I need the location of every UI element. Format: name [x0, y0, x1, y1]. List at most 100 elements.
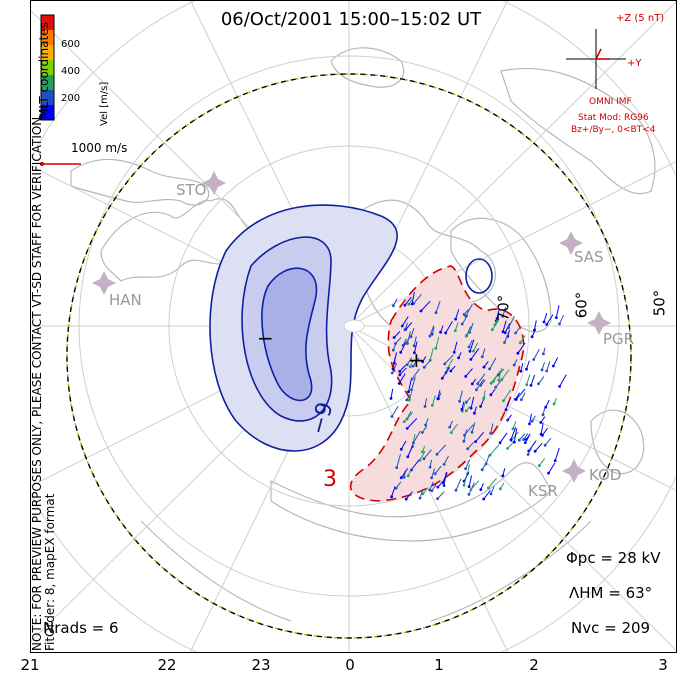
velocity-vector	[530, 374, 535, 386]
velocity-vector	[413, 341, 418, 353]
velocity-vector	[423, 449, 432, 460]
velocity-vector	[400, 343, 406, 353]
colorbar-tick-600: 600	[61, 39, 81, 50]
velocity-vector	[483, 390, 486, 399]
velocity-vector	[468, 475, 473, 487]
velocity-vector	[392, 298, 398, 306]
velocity-vector	[503, 389, 512, 402]
velocity-vector	[548, 462, 556, 474]
map-frame: 06/Oct/2001 15:00–15:02 UT NOTE: FOR PRE…	[30, 0, 677, 653]
velocity-vector	[412, 430, 421, 444]
velocity-vector	[435, 300, 441, 313]
velocity-vector	[507, 442, 514, 449]
mlt-tick-0: 0	[345, 656, 355, 674]
mlt-tick-2: 2	[529, 656, 539, 674]
coastlines	[70, 47, 656, 622]
velocity-vector	[510, 426, 517, 440]
colorbar-segment	[41, 60, 54, 75]
velocity-vector	[499, 432, 508, 443]
velocity-vector	[396, 454, 401, 468]
velocity-vector	[499, 482, 505, 490]
velocity-vector	[471, 422, 476, 433]
colorbar-segment	[41, 105, 54, 120]
velocity-vector	[391, 363, 398, 374]
velocity-vector	[544, 437, 552, 446]
velocity-vector	[487, 477, 497, 489]
velocity-vector	[527, 447, 533, 455]
velocity-vector	[471, 378, 477, 385]
coordinate-label: MLT coordinates	[37, 22, 51, 119]
velocity-vector	[480, 483, 484, 490]
velocity-vector	[463, 477, 467, 486]
preview-note: NOTE: FOR PREVIEW PURPOSES ONLY, PLEASE …	[31, 113, 57, 651]
mlt-tick-3: 3	[658, 656, 668, 674]
velocity-vector	[467, 441, 474, 450]
velocity-vector	[455, 309, 460, 320]
potential-maximum-marker: +	[408, 348, 425, 372]
velocity-vector	[489, 357, 497, 370]
velocity-vector	[480, 379, 486, 386]
velocity-vector	[455, 478, 462, 491]
velocity-vector	[545, 399, 550, 408]
velocity-vector	[498, 367, 503, 381]
fit-order-text: FitOrder: 8, mapEX format	[43, 493, 57, 651]
velocity-vector	[504, 329, 511, 343]
latitude-label-60: 60°	[572, 291, 591, 319]
velocity-vector	[515, 327, 521, 334]
velocity-vector	[518, 433, 526, 441]
velocity-vector	[533, 348, 540, 360]
velocity-vector	[458, 352, 462, 359]
velocity-vector	[412, 357, 420, 367]
velocity-vector	[444, 354, 454, 365]
velocity-vector	[437, 390, 441, 399]
velocity-vector	[431, 395, 436, 406]
velocity-vector	[517, 342, 526, 354]
convection-map	[31, 1, 676, 652]
imf-dial	[566, 29, 626, 89]
velocity-vector	[490, 388, 496, 396]
velocity-vector	[495, 379, 503, 388]
velocity-vector	[502, 468, 506, 476]
velocity-vector	[461, 314, 469, 325]
velocity-vector	[463, 429, 468, 442]
velocity-vector	[434, 465, 442, 475]
imf-source: OMNI IMF	[589, 97, 632, 107]
station-label-kod: KOD	[589, 466, 622, 484]
velocity-vector	[467, 464, 471, 474]
velocity-vector	[542, 408, 546, 415]
velocity-vector	[472, 342, 479, 352]
velocity-vector	[423, 359, 432, 368]
velocity-vector	[559, 314, 565, 325]
velocity-vector	[445, 321, 453, 334]
station-label-han: HAN	[109, 291, 142, 309]
velocity-vector	[438, 392, 442, 399]
colorbar-tick-400: 400	[61, 66, 81, 77]
velocity-vector	[406, 394, 411, 401]
colorbar-segment	[41, 75, 54, 90]
velocity-vector	[523, 433, 529, 440]
hm-boundary-inner	[66, 73, 632, 639]
station-label-sto: STO	[176, 181, 207, 199]
imf-z-label: +Z (5 nT)	[616, 13, 665, 24]
velocity-vector	[395, 481, 402, 489]
station-markers	[92, 171, 611, 483]
color-bar	[40, 14, 55, 121]
velocity-vector	[540, 422, 544, 435]
velocity-vector	[390, 388, 394, 399]
velocity-vector	[541, 427, 548, 436]
velocity-vector	[546, 361, 551, 372]
velocity-vector	[465, 396, 471, 403]
imf-condition: Bz+/By−, 0<BT<4	[571, 125, 656, 135]
velocity-vector	[553, 397, 558, 405]
velocity-vector	[420, 300, 431, 312]
velocity-vector	[470, 480, 480, 490]
velocity-vector	[429, 348, 434, 361]
velocity-vector	[429, 481, 434, 491]
velocity-vector	[399, 364, 407, 372]
velocity-vector	[419, 488, 424, 499]
velocity-vector	[470, 348, 480, 360]
velocity-vector	[468, 339, 473, 348]
colorbar-segment	[41, 30, 54, 45]
velocity-vector	[483, 361, 489, 368]
contour-label-positive: 3	[323, 467, 337, 492]
